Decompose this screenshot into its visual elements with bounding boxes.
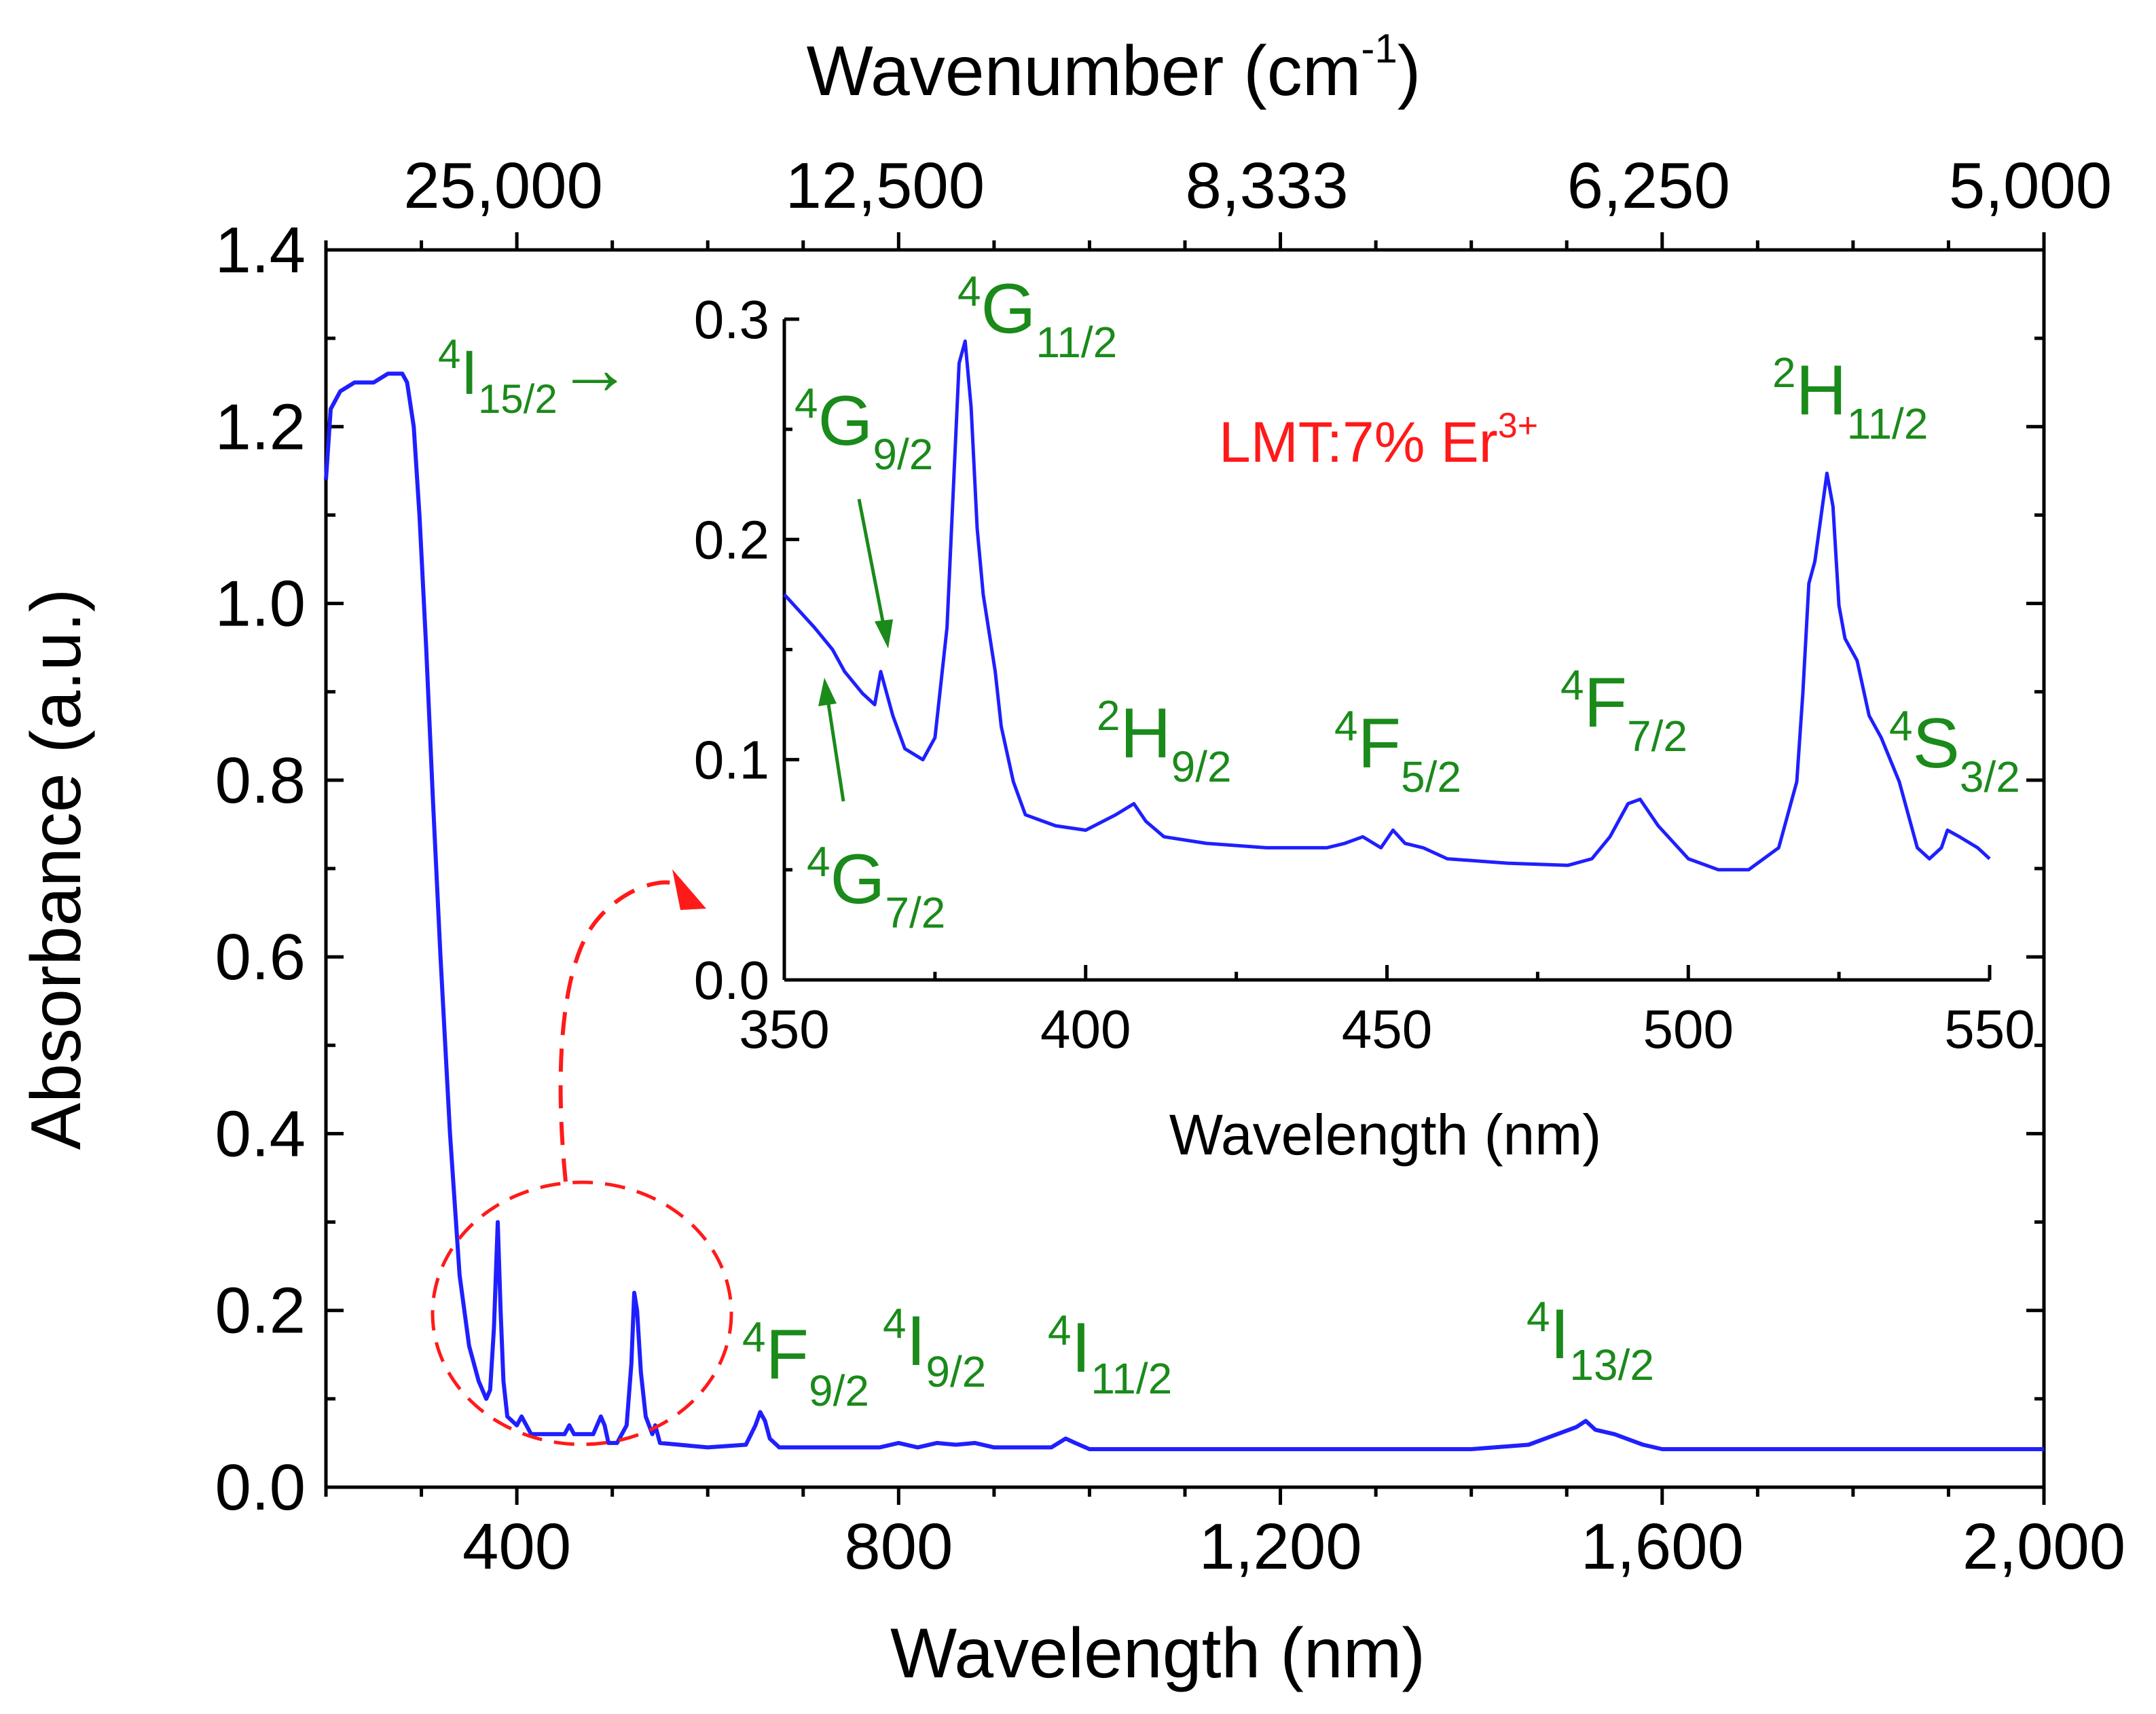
sample-label: LMT:7% Er3+ <box>1219 406 1538 474</box>
main-y-tick-label: 0.0 <box>215 1451 306 1524</box>
main-y-tick-label: 0.4 <box>215 1097 306 1170</box>
top-axis-title: Wavenumber (cm-1) <box>807 26 1421 111</box>
inset-x-tick-label: 350 <box>739 999 829 1059</box>
main-plot: 0.0 0.2 0.4 0.6 0.8 1.0 1.2 1.4 400 800 1,200 1,60… <box>17 26 2125 1693</box>
g9-pointer-line <box>857 498 886 629</box>
zoom-circle <box>431 1180 733 1446</box>
annotation-4f7-2: 4F7/2 <box>1560 662 1687 761</box>
inset-series-line <box>783 339 1991 872</box>
inset-plot: 0.0 0.1 0.2 0.3 350 400 450 500 550 Wavelength … <box>694 268 2035 1167</box>
inset-x-tick-label: 400 <box>1040 999 1131 1059</box>
g9-pointer-head <box>875 619 893 649</box>
top-tick-label: 25,000 <box>403 149 603 222</box>
annotation-4f9-2: 4F9/2 <box>742 1314 869 1415</box>
main-series-line <box>324 371 2044 1451</box>
main-y-tick-label: 0.6 <box>215 921 306 993</box>
inset-y-tick-label: 0.3 <box>694 289 769 350</box>
main-y-ticks: 0.0 0.2 0.4 0.6 0.8 1.0 1.2 1.4 <box>215 214 2044 1524</box>
main-x-tick-label: 1,600 <box>1581 1510 1744 1583</box>
main-y-tick-label: 0.8 <box>215 744 306 817</box>
annotation-2h9-2: 2H9/2 <box>1097 693 1232 791</box>
top-tick-label: 6,250 <box>1567 149 1730 222</box>
zoom-arrow-head <box>672 869 706 910</box>
annotation-2h11-2: 2H11/2 <box>1772 350 1928 448</box>
g7-pointer-head <box>818 678 837 706</box>
inset-y-ticks: 0.0 0.1 0.2 0.3 <box>694 289 799 1010</box>
main-x-axis-title: Wavelength (nm) <box>890 1614 1425 1693</box>
inset-x-tick-label: 550 <box>1944 999 2034 1059</box>
top-tick-label: 12,500 <box>786 149 985 222</box>
annotation-4i11-2: 4I11/2 <box>1048 1307 1172 1403</box>
main-x-tick-label: 400 <box>462 1510 571 1583</box>
main-x-ticks: 400 800 1,200 1,600 2,000 <box>324 232 2125 1583</box>
main-y-tick-label: 0.2 <box>215 1275 306 1347</box>
main-x-tick-label: 2,000 <box>1962 1510 2125 1583</box>
g7-pointer-line <box>826 699 845 802</box>
inset-x-tick-label: 500 <box>1643 999 1734 1059</box>
main-y-tick-label: 1.2 <box>215 390 306 463</box>
annotation-4g11-2: 4G11/2 <box>957 268 1117 367</box>
annotation-4i13-2: 4I13/2 <box>1527 1294 1654 1389</box>
inset-x-tick-label: 450 <box>1342 999 1432 1059</box>
main-y-tick-label: 1.0 <box>215 568 306 640</box>
annotation-4g9-2: 4G9/2 <box>794 380 933 479</box>
inset-x-axis-title: Wavelength (nm) <box>1169 1103 1601 1167</box>
inset-y-tick-label: 0.0 <box>694 950 769 1010</box>
inset-pointer-arrows <box>818 498 893 802</box>
zoom-arrow-line <box>558 880 673 1182</box>
annotation-4i9-2: 4I9/2 <box>883 1300 986 1396</box>
main-y-tick-label: 1.4 <box>215 214 306 287</box>
main-x-tick-label: 800 <box>844 1510 953 1583</box>
top-wavenumber-ticks: 25,000 12,500 8,333 6,250 5,000 <box>403 149 2112 222</box>
main-plot-frame <box>324 248 2046 1489</box>
main-x-tick-label: 1,200 <box>1199 1510 1362 1583</box>
inset-y-tick-label: 0.2 <box>694 509 769 570</box>
inset-y-tick-label: 0.1 <box>694 730 769 790</box>
annotation-4i15-2: 4I15/2→ <box>438 327 632 422</box>
annotation-4g7-2: 4G7/2 <box>807 839 945 937</box>
annotation-4s3-2: 4S3/2 <box>1889 703 2020 801</box>
top-tick-label: 5,000 <box>1949 149 2112 222</box>
main-annotations: 4I15/2→ 4F9/2 4I9/2 4I11/2 4I13/2 <box>438 327 1654 1415</box>
inset-x-ticks: 350 400 450 500 550 <box>739 965 2035 1059</box>
zoom-highlight <box>431 869 733 1446</box>
top-tick-label: 8,333 <box>1185 149 1348 222</box>
annotation-4f5-2: 4F5/2 <box>1334 703 1461 801</box>
main-y-axis-title: Absorbance (a.u.) <box>17 589 96 1150</box>
